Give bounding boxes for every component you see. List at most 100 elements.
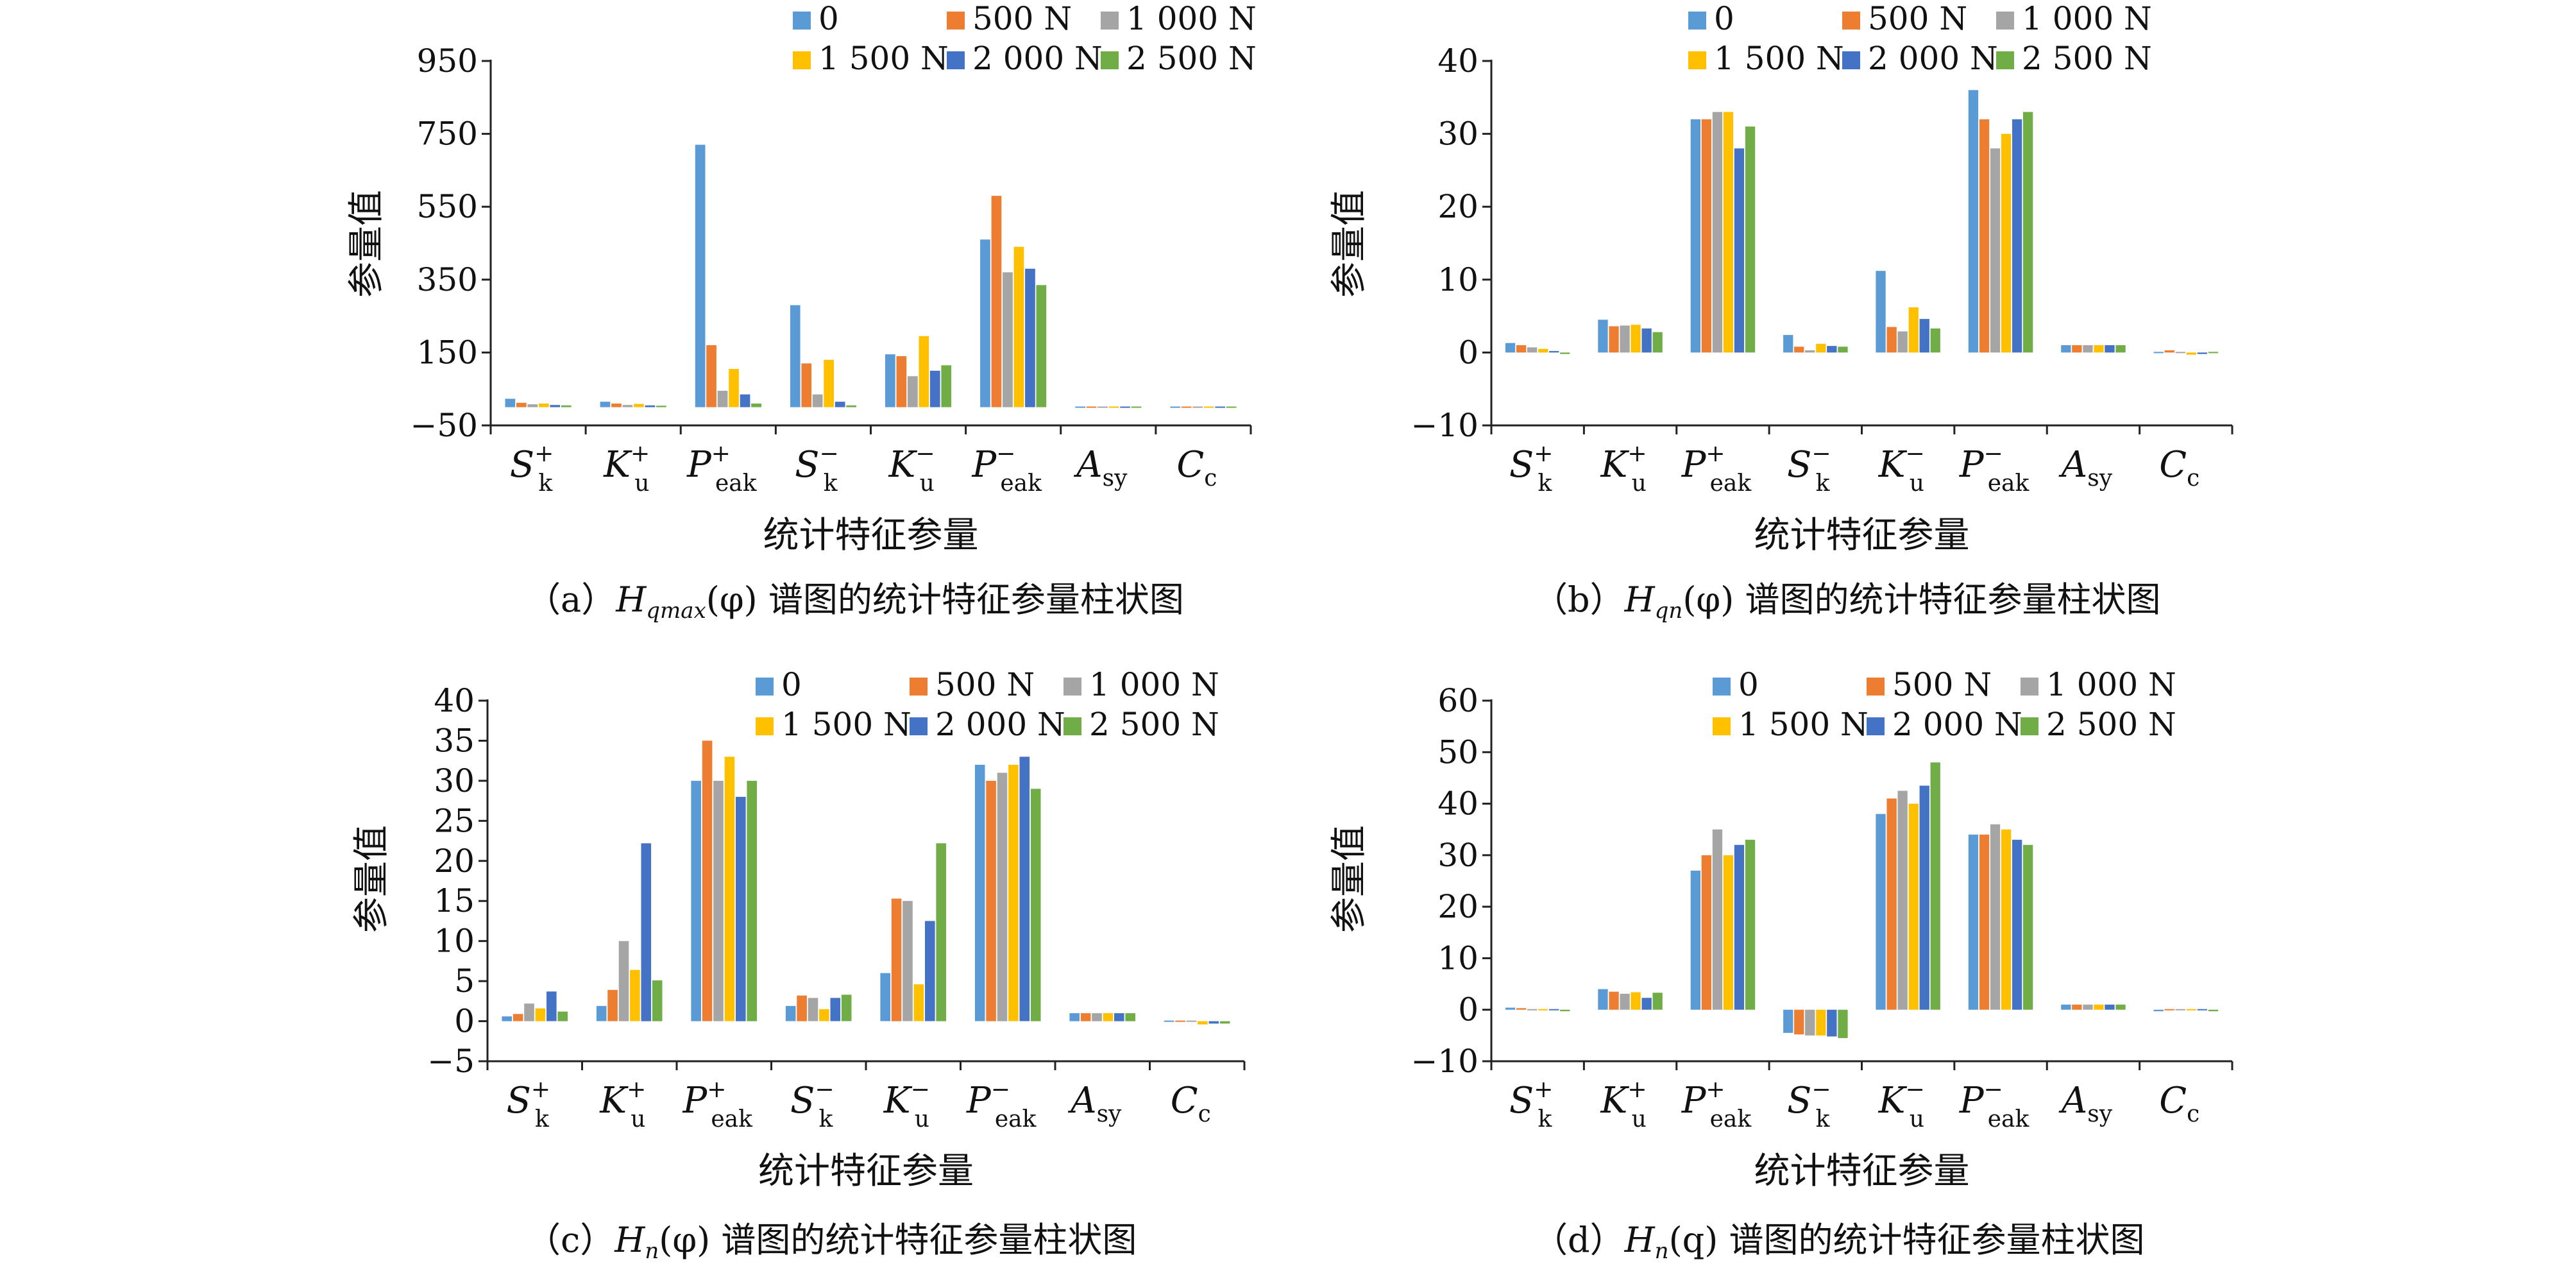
legend-label-b-5: 2 500 N <box>2022 40 2152 77</box>
bar-a-s4-c0 <box>550 405 561 407</box>
legend-swatch-a-4 <box>947 51 965 69</box>
bar-a-s1-c1 <box>611 403 622 407</box>
bar-a-s0-c4 <box>885 354 895 407</box>
bar-c-s1-c0 <box>513 1014 523 1021</box>
bar-a-s4-c6 <box>1120 406 1130 408</box>
y-tick-label-d-6: 50 <box>1437 733 1479 771</box>
bar-d-s5-c0 <box>1560 1009 1570 1012</box>
x-category-label-b-1: K+ u <box>1600 441 1647 497</box>
bar-d-s4-c1 <box>1641 998 1652 1010</box>
y-tick-label-d-0: −10 <box>1411 1043 1479 1080</box>
bar-c-s5-c5 <box>1030 789 1041 1021</box>
bar-d-s1-c5 <box>1979 834 1990 1010</box>
bar-a-s2-c6 <box>1097 406 1108 408</box>
y-tick-label-b-3: 20 <box>1437 188 1479 225</box>
bar-b-s5-c7 <box>2208 352 2219 354</box>
legend-swatch-d-2 <box>2021 678 2038 696</box>
bar-a-s5-c7 <box>1226 406 1237 408</box>
x-category-label-b-0: S+ k <box>1509 441 1554 497</box>
bar-a-s2-c5 <box>1003 272 1013 407</box>
bar-d-s1-c2 <box>1701 855 1711 1010</box>
bar-b-s3-c5 <box>2001 133 2012 353</box>
x-category-label-b-2: P+ eak <box>1681 441 1752 497</box>
bar-c-s1-c4 <box>891 898 902 1021</box>
legend-swatch-b-3 <box>1688 51 1706 69</box>
legend-label-c-4: 2 000 N <box>935 706 1065 743</box>
bar-c-s3-c0 <box>535 1008 546 1021</box>
bar-b-s3-c1 <box>1631 325 1641 353</box>
x-category-label-d-7: Cc <box>2159 1080 2199 1127</box>
bar-c-s5-c6 <box>1125 1013 1135 1021</box>
x-category-label-c-0: S+ k <box>506 1077 550 1132</box>
y-tick-label-d-7: 60 <box>1437 682 1479 719</box>
bar-a-s5-c6 <box>1131 406 1142 408</box>
x-category-label-a-1: K+ u <box>603 441 650 497</box>
bar-d-s1-c1 <box>1609 991 1619 1010</box>
bar-c-s1-c3 <box>797 995 807 1021</box>
bar-b-s1-c0 <box>1516 345 1527 353</box>
bar-c-s5-c4 <box>936 843 946 1021</box>
bar-c-s3-c4 <box>913 984 924 1021</box>
legend-label-a-3: 1 500 N <box>818 40 949 77</box>
bar-b-s5-c0 <box>1560 352 1570 354</box>
y-tick-label-c-7: 30 <box>434 762 475 799</box>
bar-a-s5-c1 <box>656 406 666 407</box>
bar-d-s5-c6 <box>2115 1004 2126 1010</box>
legend-label-c-0: 0 <box>781 666 802 703</box>
bar-b-s5-c4 <box>1930 328 1940 353</box>
bar-c-s0-c3 <box>785 1005 796 1021</box>
caption-c: （c）Hn(φ) 谱图的统计特征参量柱状图 <box>526 1220 1137 1264</box>
bar-d-s2-c7 <box>2175 1009 2185 1011</box>
bar-b-s5-c2 <box>1745 126 1756 353</box>
y-tick-label-c-6: 25 <box>434 802 475 839</box>
bar-d-s4-c6 <box>2105 1004 2115 1010</box>
legend-label-d-4: 2 000 N <box>1892 706 2022 743</box>
y-tick-label-b-4: 30 <box>1437 115 1479 153</box>
x-category-label-a-3: S− k <box>795 441 839 497</box>
y-axis-title-b: 参量值 <box>1328 190 1370 298</box>
bar-d-s0-c7 <box>2153 1009 2164 1012</box>
bar-b-s1-c5 <box>1979 119 1990 353</box>
bar-c-s2-c3 <box>808 998 818 1021</box>
bar-b-s3-c4 <box>1908 307 1919 353</box>
bar-b-s4-c0 <box>1549 351 1559 353</box>
legend-swatch-a-3 <box>793 51 811 69</box>
legend-swatch-d-1 <box>1867 678 1885 696</box>
y-tick-label-a-1: 150 <box>417 334 478 371</box>
bar-d-s3-c2 <box>1723 855 1734 1010</box>
bar-b-s1-c2 <box>1701 119 1711 353</box>
legend-swatch-b-1 <box>1842 12 1860 30</box>
bar-a-s1-c7 <box>1181 406 1192 408</box>
legend-label-c-1: 500 N <box>935 666 1035 703</box>
legend-swatch-a-0 <box>793 12 811 30</box>
legend-swatch-b-4 <box>1842 51 1860 69</box>
bar-d-s5-c4 <box>1930 762 1940 1010</box>
bar-d-s2-c5 <box>1990 824 2001 1010</box>
bar-a-s3-c4 <box>919 336 929 407</box>
bar-a-s0-c6 <box>1075 406 1085 408</box>
bar-b-s1-c6 <box>2072 345 2082 353</box>
x-category-label-b-3: S− k <box>1787 441 1831 497</box>
y-tick-label-b-1: 0 <box>1458 334 1479 371</box>
bar-d-s0-c2 <box>1690 870 1700 1010</box>
bar-a-s0-c1 <box>600 402 611 407</box>
bar-b-s3-c7 <box>2186 352 2196 355</box>
y-tick-label-c-1: 0 <box>454 1003 475 1040</box>
bar-d-s2-c1 <box>1620 993 1630 1010</box>
y-tick-label-b-5: 40 <box>1437 42 1479 80</box>
bar-c-s0-c1 <box>596 1005 607 1021</box>
legend-swatch-b-5 <box>1996 51 2014 69</box>
bar-d-s3-c1 <box>1631 992 1641 1010</box>
bar-a-s0-c3 <box>790 305 801 407</box>
x-category-label-a-4: K− u <box>888 441 935 497</box>
bar-a-s3-c3 <box>824 359 834 407</box>
bar-a-s5-c3 <box>846 405 856 407</box>
bar-c-s3-c3 <box>819 1009 829 1021</box>
bar-d-s1-c4 <box>1886 798 1897 1010</box>
bar-b-s4-c4 <box>1919 319 1929 353</box>
x-category-label-c-5: P− eak <box>966 1077 1037 1132</box>
bar-b-s0-c7 <box>2153 352 2164 354</box>
x-category-label-c-1: K+ u <box>599 1077 646 1132</box>
bar-d-s4-c4 <box>1919 785 1929 1010</box>
x-category-label-d-6: Asy <box>2058 1080 2113 1127</box>
